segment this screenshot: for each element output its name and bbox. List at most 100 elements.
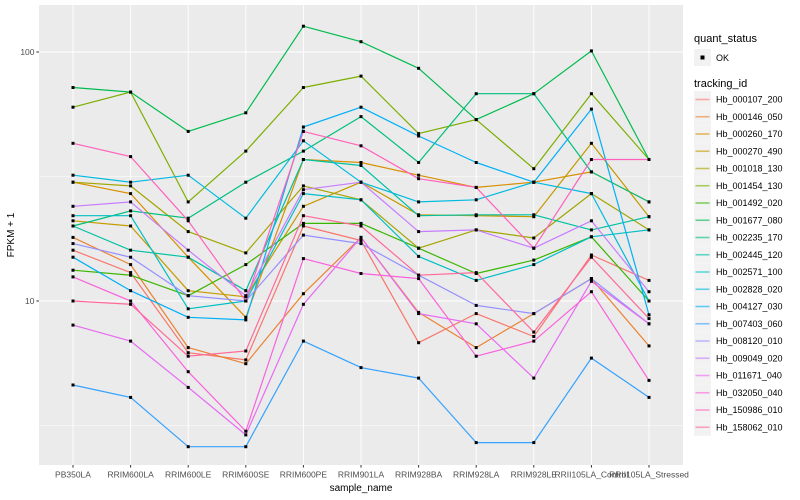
x-tick-label: RRIM901LA	[338, 470, 385, 480]
data-point	[186, 173, 190, 177]
data-point	[359, 161, 363, 164]
data-point	[359, 144, 363, 148]
data-point	[186, 307, 190, 311]
data-point	[589, 158, 593, 161]
data-point	[71, 180, 75, 184]
data-point	[417, 177, 421, 181]
data-point	[186, 370, 190, 374]
data-point	[129, 200, 133, 204]
x-tick-label: PB350LA	[55, 470, 91, 480]
y-axis-title: FPKM + 1	[6, 212, 17, 257]
data-point	[417, 341, 421, 345]
data-point	[417, 173, 421, 177]
data-point	[301, 125, 305, 129]
data-point	[589, 235, 593, 239]
data-point	[129, 184, 133, 188]
data-point	[532, 167, 536, 171]
data-point	[589, 277, 593, 281]
axes: 100 10 PB350LA RRIM600LA RRIM600LE RRIM600SE R…	[20, 47, 689, 480]
data-point	[417, 66, 421, 70]
data-point	[71, 323, 75, 327]
data-point	[532, 92, 536, 96]
data-point	[417, 376, 421, 380]
legend-label-Hb_007403_060: Hb_007403_060	[716, 319, 783, 329]
data-point	[244, 445, 248, 449]
data-point	[359, 74, 363, 78]
data-point	[589, 290, 593, 294]
data-point	[532, 215, 536, 219]
data-point	[71, 204, 75, 208]
data-point	[244, 349, 248, 353]
data-point	[589, 255, 593, 259]
data-point	[359, 105, 363, 109]
data-point	[71, 214, 75, 218]
data-point	[244, 180, 248, 184]
data-point	[589, 192, 593, 196]
data-point	[244, 251, 248, 255]
data-point	[301, 302, 305, 306]
legend-ok-label: OK	[716, 53, 729, 63]
data-point	[186, 315, 190, 319]
data-point	[474, 322, 478, 326]
data-point	[186, 200, 190, 204]
data-point	[647, 228, 651, 232]
legend-label-Hb_001454_130: Hb_001454_130	[716, 181, 783, 191]
x-tick-label: RRIM928LA	[453, 470, 500, 480]
data-point	[474, 161, 478, 164]
data-point	[129, 209, 133, 213]
data-point	[129, 155, 133, 159]
data-point	[359, 235, 363, 239]
data-point	[244, 433, 248, 437]
x-tick-label: RRIM600LA	[107, 470, 154, 480]
data-point	[71, 235, 75, 239]
data-point	[532, 335, 536, 338]
data-point	[129, 248, 133, 252]
data-point	[71, 173, 75, 177]
data-point	[71, 219, 75, 223]
data-point	[647, 395, 651, 399]
data-point	[417, 277, 421, 281]
data-point	[589, 228, 593, 232]
data-point	[647, 313, 651, 317]
data-point	[301, 129, 305, 133]
data-point	[589, 141, 593, 145]
data-point	[71, 105, 75, 109]
data-point	[474, 271, 478, 275]
data-point	[301, 204, 305, 208]
legend-label-Hb_032050_040: Hb_032050_040	[716, 388, 783, 398]
data-point	[301, 184, 305, 188]
data-point	[647, 290, 651, 294]
legend-ok-point-icon	[700, 55, 705, 60]
data-point	[301, 192, 305, 196]
data-point	[301, 233, 305, 237]
data-point	[359, 221, 363, 225]
y-tick-label: 100	[20, 47, 34, 57]
data-point	[244, 299, 248, 303]
data-point	[129, 289, 133, 293]
data-point	[301, 86, 305, 89]
data-point	[129, 263, 133, 267]
data-point	[186, 346, 190, 350]
data-point	[647, 215, 651, 219]
legend-label-Hb_150986_010: Hb_150986_010	[716, 405, 783, 415]
data-point	[186, 351, 190, 355]
data-point	[129, 271, 133, 275]
data-point	[417, 161, 421, 164]
data-point	[417, 134, 421, 138]
data-point	[71, 242, 75, 246]
data-point	[532, 441, 536, 445]
data-point	[244, 362, 248, 366]
data-point	[359, 366, 363, 370]
data-point	[647, 317, 651, 321]
data-point	[417, 200, 421, 204]
x-tick-label: RRIM600SE	[222, 470, 270, 480]
data-point	[532, 263, 536, 267]
data-point	[129, 302, 133, 306]
legend-label-Hb_004127_030: Hb_004127_030	[716, 302, 783, 312]
data-point	[474, 118, 478, 122]
data-point	[186, 219, 190, 223]
data-point	[359, 198, 363, 202]
data-point	[417, 132, 421, 136]
data-point	[186, 255, 190, 259]
